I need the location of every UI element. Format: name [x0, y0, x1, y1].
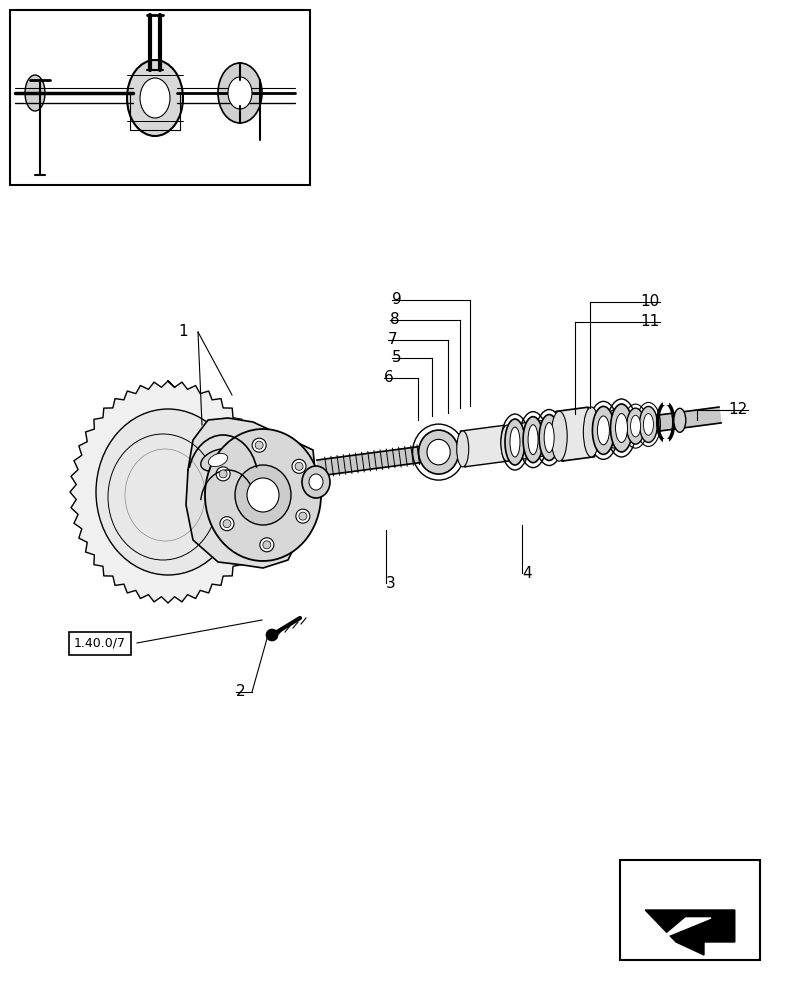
Ellipse shape	[216, 467, 230, 481]
Polygon shape	[662, 918, 711, 938]
Polygon shape	[556, 407, 595, 461]
Ellipse shape	[25, 75, 45, 111]
Ellipse shape	[583, 407, 600, 457]
Ellipse shape	[630, 415, 641, 437]
Text: 11: 11	[641, 314, 660, 330]
Ellipse shape	[218, 63, 262, 123]
Ellipse shape	[296, 509, 310, 523]
Ellipse shape	[607, 410, 621, 448]
Text: 6: 6	[384, 370, 393, 385]
Ellipse shape	[597, 416, 609, 445]
Polygon shape	[461, 425, 509, 467]
Text: 12: 12	[729, 402, 748, 418]
Ellipse shape	[219, 470, 227, 478]
Ellipse shape	[295, 462, 303, 470]
Polygon shape	[186, 418, 316, 568]
Ellipse shape	[255, 441, 263, 449]
Ellipse shape	[592, 406, 614, 454]
Ellipse shape	[505, 419, 525, 465]
Ellipse shape	[528, 425, 538, 455]
Ellipse shape	[302, 466, 330, 498]
Ellipse shape	[223, 520, 231, 528]
Ellipse shape	[534, 421, 548, 457]
Ellipse shape	[616, 414, 628, 442]
Ellipse shape	[501, 425, 513, 461]
Polygon shape	[317, 407, 721, 476]
Ellipse shape	[539, 415, 559, 461]
Ellipse shape	[260, 538, 274, 552]
Bar	[10, 10, 310, 185]
Ellipse shape	[96, 409, 240, 575]
Ellipse shape	[266, 629, 278, 641]
Text: 9: 9	[392, 292, 402, 308]
Polygon shape	[646, 910, 734, 955]
Ellipse shape	[309, 474, 323, 490]
Ellipse shape	[228, 77, 252, 109]
Ellipse shape	[140, 78, 170, 118]
Ellipse shape	[626, 408, 645, 444]
Ellipse shape	[517, 423, 531, 459]
Text: 3: 3	[386, 576, 396, 590]
Ellipse shape	[551, 411, 567, 461]
Bar	[620, 860, 760, 960]
Ellipse shape	[263, 541, 271, 549]
Text: 8: 8	[390, 312, 400, 328]
Ellipse shape	[427, 439, 450, 465]
Ellipse shape	[247, 478, 279, 512]
Ellipse shape	[510, 427, 520, 457]
Text: 2: 2	[236, 684, 246, 700]
Ellipse shape	[235, 465, 291, 525]
Ellipse shape	[252, 438, 266, 452]
Polygon shape	[70, 381, 266, 603]
Ellipse shape	[208, 453, 228, 467]
Ellipse shape	[299, 512, 307, 520]
Text: 7: 7	[388, 332, 398, 348]
Text: 10: 10	[641, 294, 660, 310]
Ellipse shape	[205, 429, 321, 561]
Text: 1.40.0/7: 1.40.0/7	[74, 637, 126, 650]
Ellipse shape	[544, 423, 554, 452]
Ellipse shape	[643, 414, 654, 435]
Ellipse shape	[639, 406, 658, 442]
Ellipse shape	[523, 417, 543, 463]
Ellipse shape	[611, 404, 633, 452]
Text: 1: 1	[178, 324, 187, 340]
Ellipse shape	[457, 431, 469, 467]
Ellipse shape	[419, 430, 459, 474]
Ellipse shape	[220, 517, 234, 531]
Text: 4: 4	[522, 566, 532, 580]
Ellipse shape	[127, 60, 183, 136]
Ellipse shape	[674, 408, 686, 432]
Ellipse shape	[200, 449, 235, 471]
Text: 5: 5	[392, 351, 402, 365]
Ellipse shape	[292, 459, 306, 473]
